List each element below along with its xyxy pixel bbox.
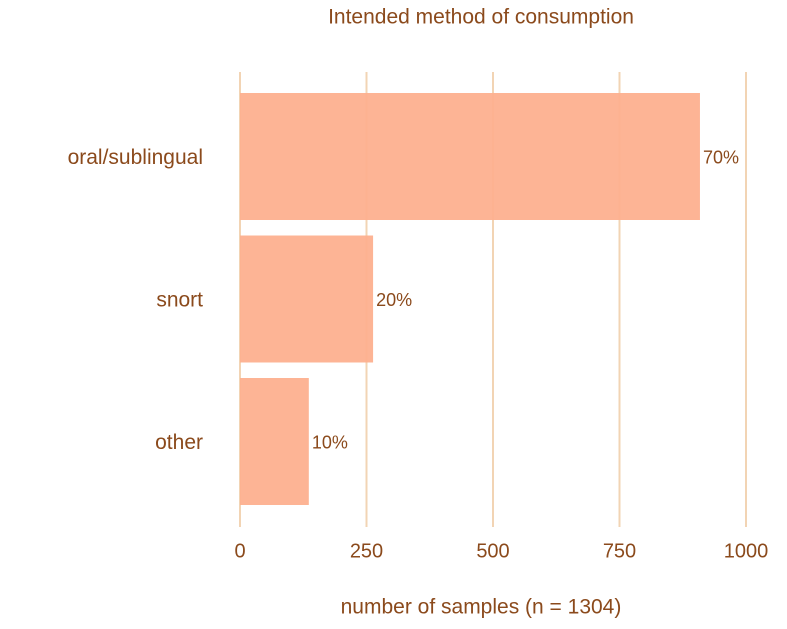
y-tick-label: oral/sublingual: [68, 146, 203, 169]
x-tick-label: 750: [603, 540, 636, 562]
x-tick-label: 0: [234, 540, 245, 562]
value-label: 10%: [312, 432, 348, 452]
x-tick-label: 1000: [724, 540, 769, 562]
bar: [240, 378, 309, 505]
value-label: 70%: [703, 147, 739, 167]
y-tick-label: snort: [156, 289, 203, 312]
x-tick-label: 500: [476, 540, 509, 562]
bar: [240, 235, 374, 363]
x-tick-label: 250: [350, 540, 383, 562]
value-label: 20%: [376, 290, 412, 310]
chart-title: Intended method of consumption: [328, 6, 634, 29]
bar: [240, 93, 700, 220]
y-tick-label: other: [155, 431, 203, 454]
x-axis-label: number of samples (n = 1304): [341, 596, 622, 619]
